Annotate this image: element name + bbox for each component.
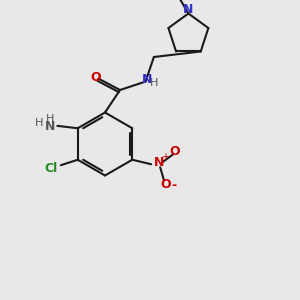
Text: -: - [171,179,176,192]
Text: H: H [35,118,44,128]
Text: O: O [91,71,101,84]
Text: H: H [46,114,54,124]
Text: N: N [142,73,152,86]
Text: O: O [169,146,180,158]
Text: Cl: Cl [45,162,58,175]
Text: O: O [160,178,171,191]
Text: N: N [183,3,194,16]
Text: N: N [45,120,55,133]
Text: N: N [154,156,164,169]
Text: H: H [150,78,159,88]
Text: +: + [161,152,169,162]
